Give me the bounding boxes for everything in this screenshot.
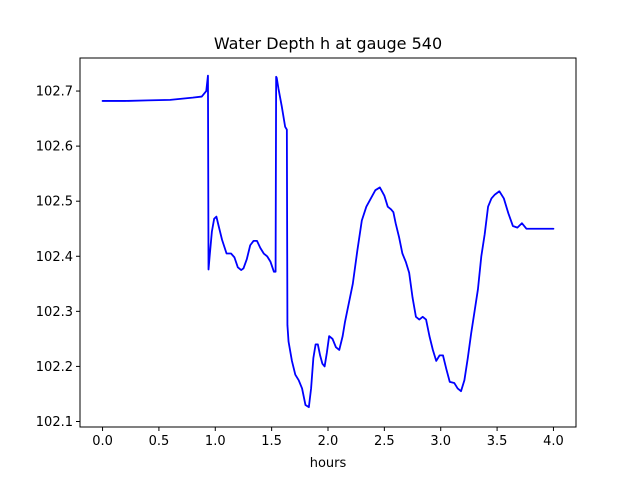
x-tick-label: 2.5 <box>374 434 395 449</box>
x-tick-label: 0.0 <box>92 434 113 449</box>
x-tick-label: 4.0 <box>543 434 564 449</box>
x-tick-label: 3.5 <box>487 434 508 449</box>
series-line-0 <box>101 74 555 409</box>
x-tick-label: 0.5 <box>149 434 170 449</box>
series-layer <box>101 74 555 409</box>
y-tick-label: 102.2 <box>36 360 73 375</box>
chart-title: Water Depth h at gauge 540 <box>214 34 442 53</box>
y-tick-label: 102.1 <box>36 415 73 430</box>
x-axis-ticks: 0.0 0.5 1.0 1.5 2.0 2.5 3.0 3.5 4.0 <box>92 427 564 449</box>
plot-area-frame <box>79 57 577 428</box>
y-tick-label: 102.7 <box>36 85 73 100</box>
x-tick-label: 1.0 <box>205 434 226 449</box>
x-tick-label: 3.0 <box>430 434 451 449</box>
y-tick-label: 102.4 <box>36 250 73 265</box>
x-tick-label: 2.0 <box>318 434 339 449</box>
y-axis-ticks: 102.1 102.2 102.3 102.4 102.5 102.6 102.7 <box>36 85 80 430</box>
y-tick-label: 102.6 <box>36 140 73 155</box>
x-axis-label: hours <box>310 456 347 471</box>
y-tick-label: 102.3 <box>36 305 73 320</box>
y-tick-label: 102.5 <box>36 195 73 210</box>
x-tick-label: 1.5 <box>261 434 282 449</box>
